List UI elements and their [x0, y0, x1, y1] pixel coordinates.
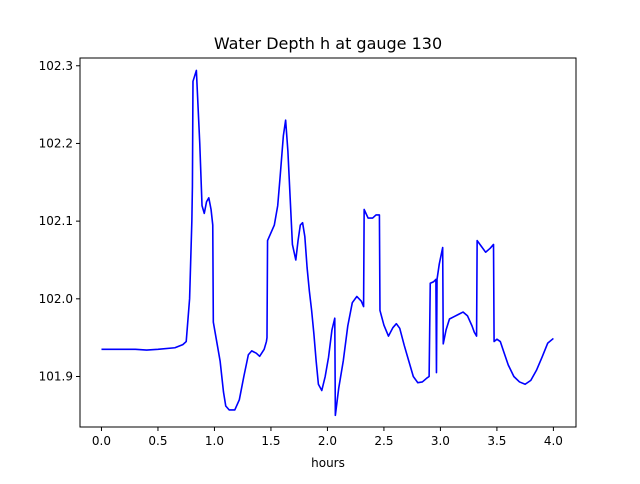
- x-axis-label: hours: [311, 456, 345, 470]
- x-tick-label: 1.0: [205, 434, 224, 448]
- x-tick-label: 0.5: [148, 434, 167, 448]
- x-tick-label: 3.5: [487, 434, 506, 448]
- series-line-0: [101, 69, 554, 417]
- y-tick-label: 101.9: [39, 370, 73, 384]
- y-tick-label: 102.1: [39, 214, 73, 228]
- x-tick-label: 2.5: [374, 434, 393, 448]
- plot-area: [80, 58, 576, 427]
- y-tick-label: 102.3: [39, 59, 73, 73]
- series-layer: [101, 69, 554, 417]
- plot-frame: [79, 57, 577, 428]
- chart-title: Water Depth h at gauge 130: [214, 34, 442, 53]
- x-tick-label: 0.0: [92, 434, 111, 448]
- x-tick-label: 4.0: [544, 434, 563, 448]
- axis-layer: 0.0 0.5 1.0 1.5 2.0 2.5 3.0 3.5 4.0 101.9 102.0 102…: [39, 59, 563, 448]
- y-tick-label: 102.2: [39, 136, 73, 150]
- x-tick-label: 3.0: [431, 434, 450, 448]
- x-tick-label: 2.0: [318, 434, 337, 448]
- x-tick-label: 1.5: [261, 434, 280, 448]
- y-tick-label: 102.0: [39, 292, 73, 306]
